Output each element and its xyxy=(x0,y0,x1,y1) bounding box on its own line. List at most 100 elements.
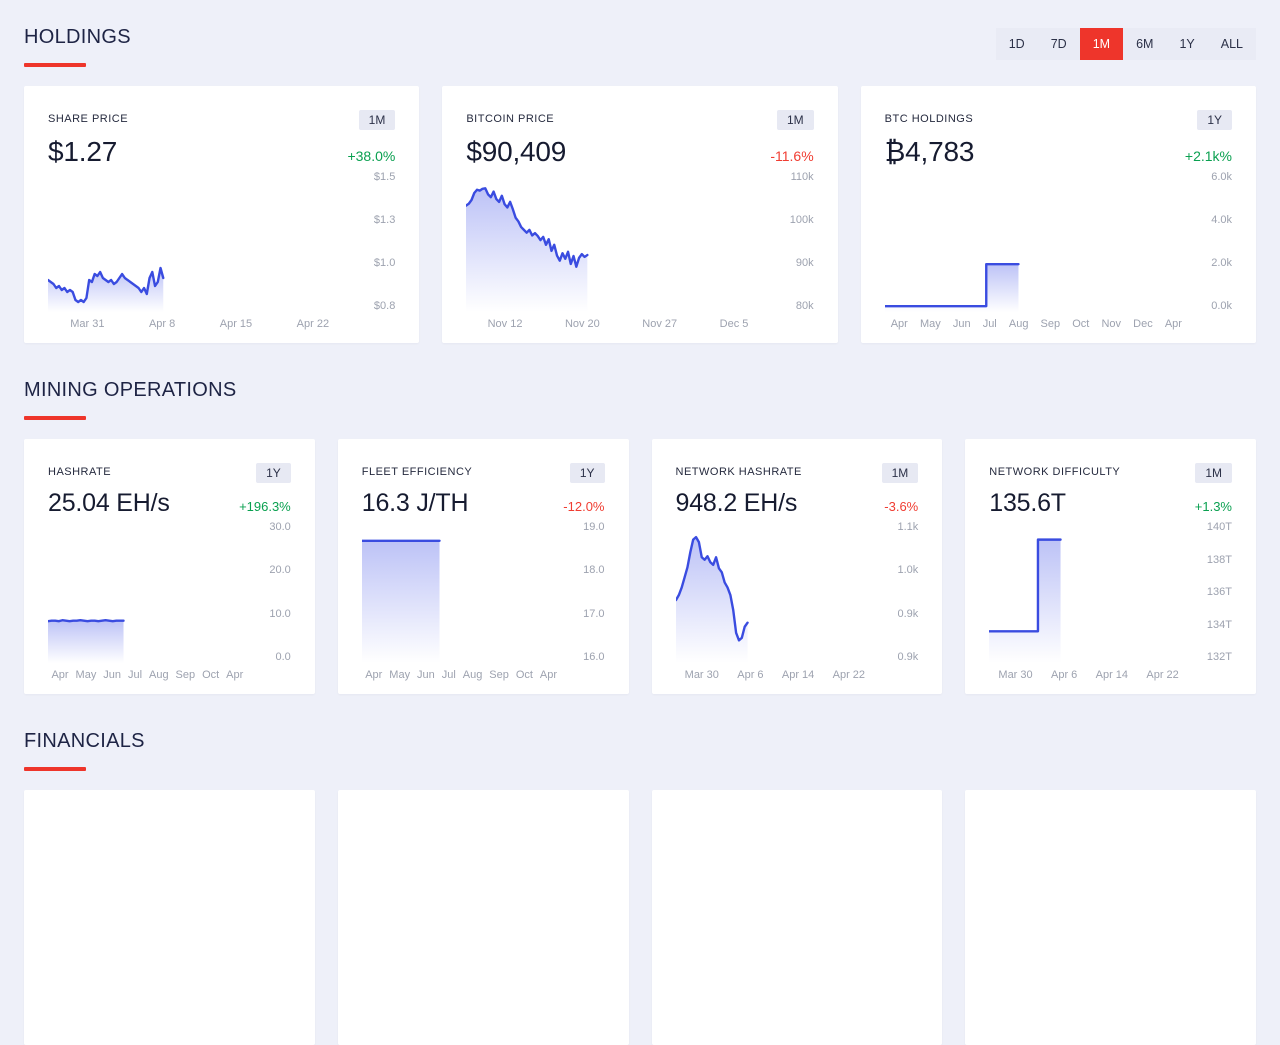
timerange-all-button[interactable]: ALL xyxy=(1208,28,1256,60)
card-change: +196.3% xyxy=(239,499,291,514)
metric-card: NETWORK HASHRATE 1M 948.2 EH/s -3.6% 1.1… xyxy=(651,439,943,694)
section-title-holdings: HOLDINGS xyxy=(24,26,131,67)
card-period-badge: 1M xyxy=(881,463,919,483)
metric-card: HASHRATE 1Y 25.04 EH/s +196.3% 30.0 20.0 1… xyxy=(24,439,315,694)
card-period-badge: 1Y xyxy=(256,463,291,483)
x-tick-label: Apr 14 xyxy=(1095,669,1129,681)
card-chart: 6.0k 4.0k 2.0k 0.0k Apr May Jun Jul Aug Sep Oct No… xyxy=(884,172,1232,331)
y-tick-label: 140T xyxy=(1206,521,1232,533)
card-chart: 19.0 18.0 17.0 16.0 Apr May Jun Jul Aug Sep Oct Ap… xyxy=(361,522,605,682)
chart-canvas xyxy=(884,172,1188,312)
chart-x-axis: Mar 30 Apr 6 Apr 14 Apr 22 xyxy=(989,663,1188,682)
x-tick-label: May xyxy=(389,669,411,681)
card-value: $1.27 xyxy=(48,136,118,167)
x-tick-label: Apr 22 xyxy=(832,669,866,681)
y-tick-label: 30.0 xyxy=(269,521,291,533)
chart-area-svg xyxy=(884,172,1188,312)
x-tick-label: Aug xyxy=(1008,318,1029,330)
x-tick-label: Apr xyxy=(539,669,558,681)
card-value: ₿4,783 xyxy=(884,136,975,167)
chart-x-axis: Mar 30 Apr 6 Apr 14 Apr 22 xyxy=(676,663,875,682)
chart-y-axis: 19.0 18.0 17.0 16.0 xyxy=(561,522,605,663)
x-tick-label: Dec xyxy=(1133,318,1153,330)
card-period-badge: 1M xyxy=(776,110,814,130)
card-title: NETWORK DIFFICULTY xyxy=(989,466,1121,478)
card-chart: 30.0 20.0 10.0 0.0 Apr May Jun Jul Aug Sep Oct Apr xyxy=(48,522,291,682)
metric-card xyxy=(965,790,1256,1045)
x-tick-label: Apr xyxy=(365,669,383,681)
card-period-badge: 1M xyxy=(1195,463,1232,483)
y-tick-label: $1.0 xyxy=(373,257,396,269)
y-tick-label: 134T xyxy=(1206,618,1232,631)
chart-y-axis: $1.5 $1.3 $1.0 $0.8 xyxy=(351,172,395,312)
chart-plot-area: 140T 138T 136T 134T 132T xyxy=(989,522,1232,663)
x-tick-label: Jul xyxy=(127,669,143,681)
y-tick-label: 0.0k xyxy=(1211,300,1232,312)
y-tick-label: $0.8 xyxy=(373,300,396,312)
chart-y-axis: 140T 138T 136T 134T 132T xyxy=(1188,522,1232,663)
card-chart: 110k 100k 90k 80k Nov 12 Nov 20 Nov 27 Dec 5 xyxy=(466,172,814,331)
chart-plot-area: $1.5 $1.3 $1.0 $0.8 xyxy=(48,172,395,312)
chart-plot-area: 6.0k 4.0k 2.0k 0.0k xyxy=(884,172,1232,312)
holdings-cards: SHARE PRICE 1M $1.27 +38.0% $1.5 $1.3 $1.0… xyxy=(24,86,1256,343)
metric-card xyxy=(651,790,943,1045)
card-title: BTC HOLDINGS xyxy=(884,113,974,125)
y-tick-label: 20.0 xyxy=(269,564,291,577)
metric-card xyxy=(337,790,629,1045)
y-tick-label: 16.0 xyxy=(583,650,605,663)
section-title-financials: FINANCIALS xyxy=(24,730,1256,771)
timerange-1y-button[interactable]: 1Y xyxy=(1166,28,1207,60)
x-tick-label: May xyxy=(75,669,97,681)
y-tick-label: $1.3 xyxy=(373,214,396,226)
chart-y-axis: 30.0 20.0 10.0 0.0 xyxy=(247,521,291,663)
card-chart: $1.5 $1.3 $1.0 $0.8 Mar 31 Apr 8 Apr 15 Apr 22 xyxy=(48,172,395,331)
y-tick-label: 132T xyxy=(1206,651,1232,663)
timerange-1m-button[interactable]: 1M xyxy=(1079,28,1124,60)
metric-card: BTC HOLDINGS 1Y ₿4,783 +2.1k% 6.0k 4.0k 2.… xyxy=(860,86,1256,343)
y-tick-label: 1.1k xyxy=(897,521,919,533)
financials-cards xyxy=(24,790,1256,1045)
x-tick-label: May xyxy=(919,318,941,330)
x-tick-label: Oct xyxy=(202,669,220,681)
y-tick-label: 18.0 xyxy=(583,564,605,577)
chart-x-axis: Apr May Jun Jul Aug Sep Oct Nov Dec Apr xyxy=(885,312,1188,331)
chart-y-axis: 6.0k 4.0k 2.0k 0.0k xyxy=(1188,172,1232,312)
chart-area-svg xyxy=(361,522,561,663)
y-tick-label: 0.9k xyxy=(897,607,919,620)
x-tick-label: Jul xyxy=(441,669,456,681)
card-chart: 140T 138T 136T 134T 132T Mar 30 Apr 6 Apr 14 Ap… xyxy=(989,522,1232,682)
y-tick-label: 10.0 xyxy=(269,607,291,620)
timerange-1d-button[interactable]: 1D xyxy=(996,28,1038,60)
timerange-6m-button[interactable]: 6M xyxy=(1123,28,1166,60)
card-title: FLEET EFFICIENCY xyxy=(361,466,473,478)
card-value: 25.04 EH/s xyxy=(48,489,170,517)
x-tick-label: Jun xyxy=(417,669,435,681)
y-tick-label: 0.9k xyxy=(897,650,919,663)
card-header: BTC HOLDINGS 1Y xyxy=(885,110,1232,130)
x-tick-label: Sep xyxy=(1040,318,1061,330)
y-tick-label: 1.0k xyxy=(897,564,919,577)
x-tick-label: Aug xyxy=(462,669,483,681)
chart-area-svg xyxy=(48,522,247,663)
x-tick-label: Jul xyxy=(982,318,997,330)
chart-plot-area: 30.0 20.0 10.0 0.0 xyxy=(48,522,291,663)
card-value-row: 135.6T +1.3% xyxy=(989,489,1232,518)
x-tick-label: Aug xyxy=(149,669,169,681)
x-tick-label: Apr xyxy=(890,318,908,330)
mining-operations-cards: HASHRATE 1Y 25.04 EH/s +196.3% 30.0 20.0 1… xyxy=(24,439,1256,694)
card-header: BITCOIN PRICE 1M xyxy=(466,110,814,130)
chart-canvas xyxy=(989,522,1188,663)
timerange-7d-button[interactable]: 7D xyxy=(1038,28,1080,60)
x-tick-label: Apr 14 xyxy=(781,669,815,681)
section-title-mining-operations: MINING OPERATIONS xyxy=(24,379,1256,420)
card-change: +38.0% xyxy=(347,148,396,164)
chart-canvas xyxy=(466,172,769,312)
y-tick-label: 100k xyxy=(789,214,814,226)
card-value-row: 16.3 J/TH -12.0% xyxy=(362,489,605,518)
card-change: -11.6% xyxy=(770,148,814,164)
chart-x-axis: Mar 31 Apr 8 Apr 15 Apr 22 xyxy=(48,312,351,331)
x-tick-label: Mar 30 xyxy=(684,669,719,681)
card-period-badge: 1Y xyxy=(1197,110,1232,130)
card-value-row: 25.04 EH/s +196.3% xyxy=(48,489,291,518)
